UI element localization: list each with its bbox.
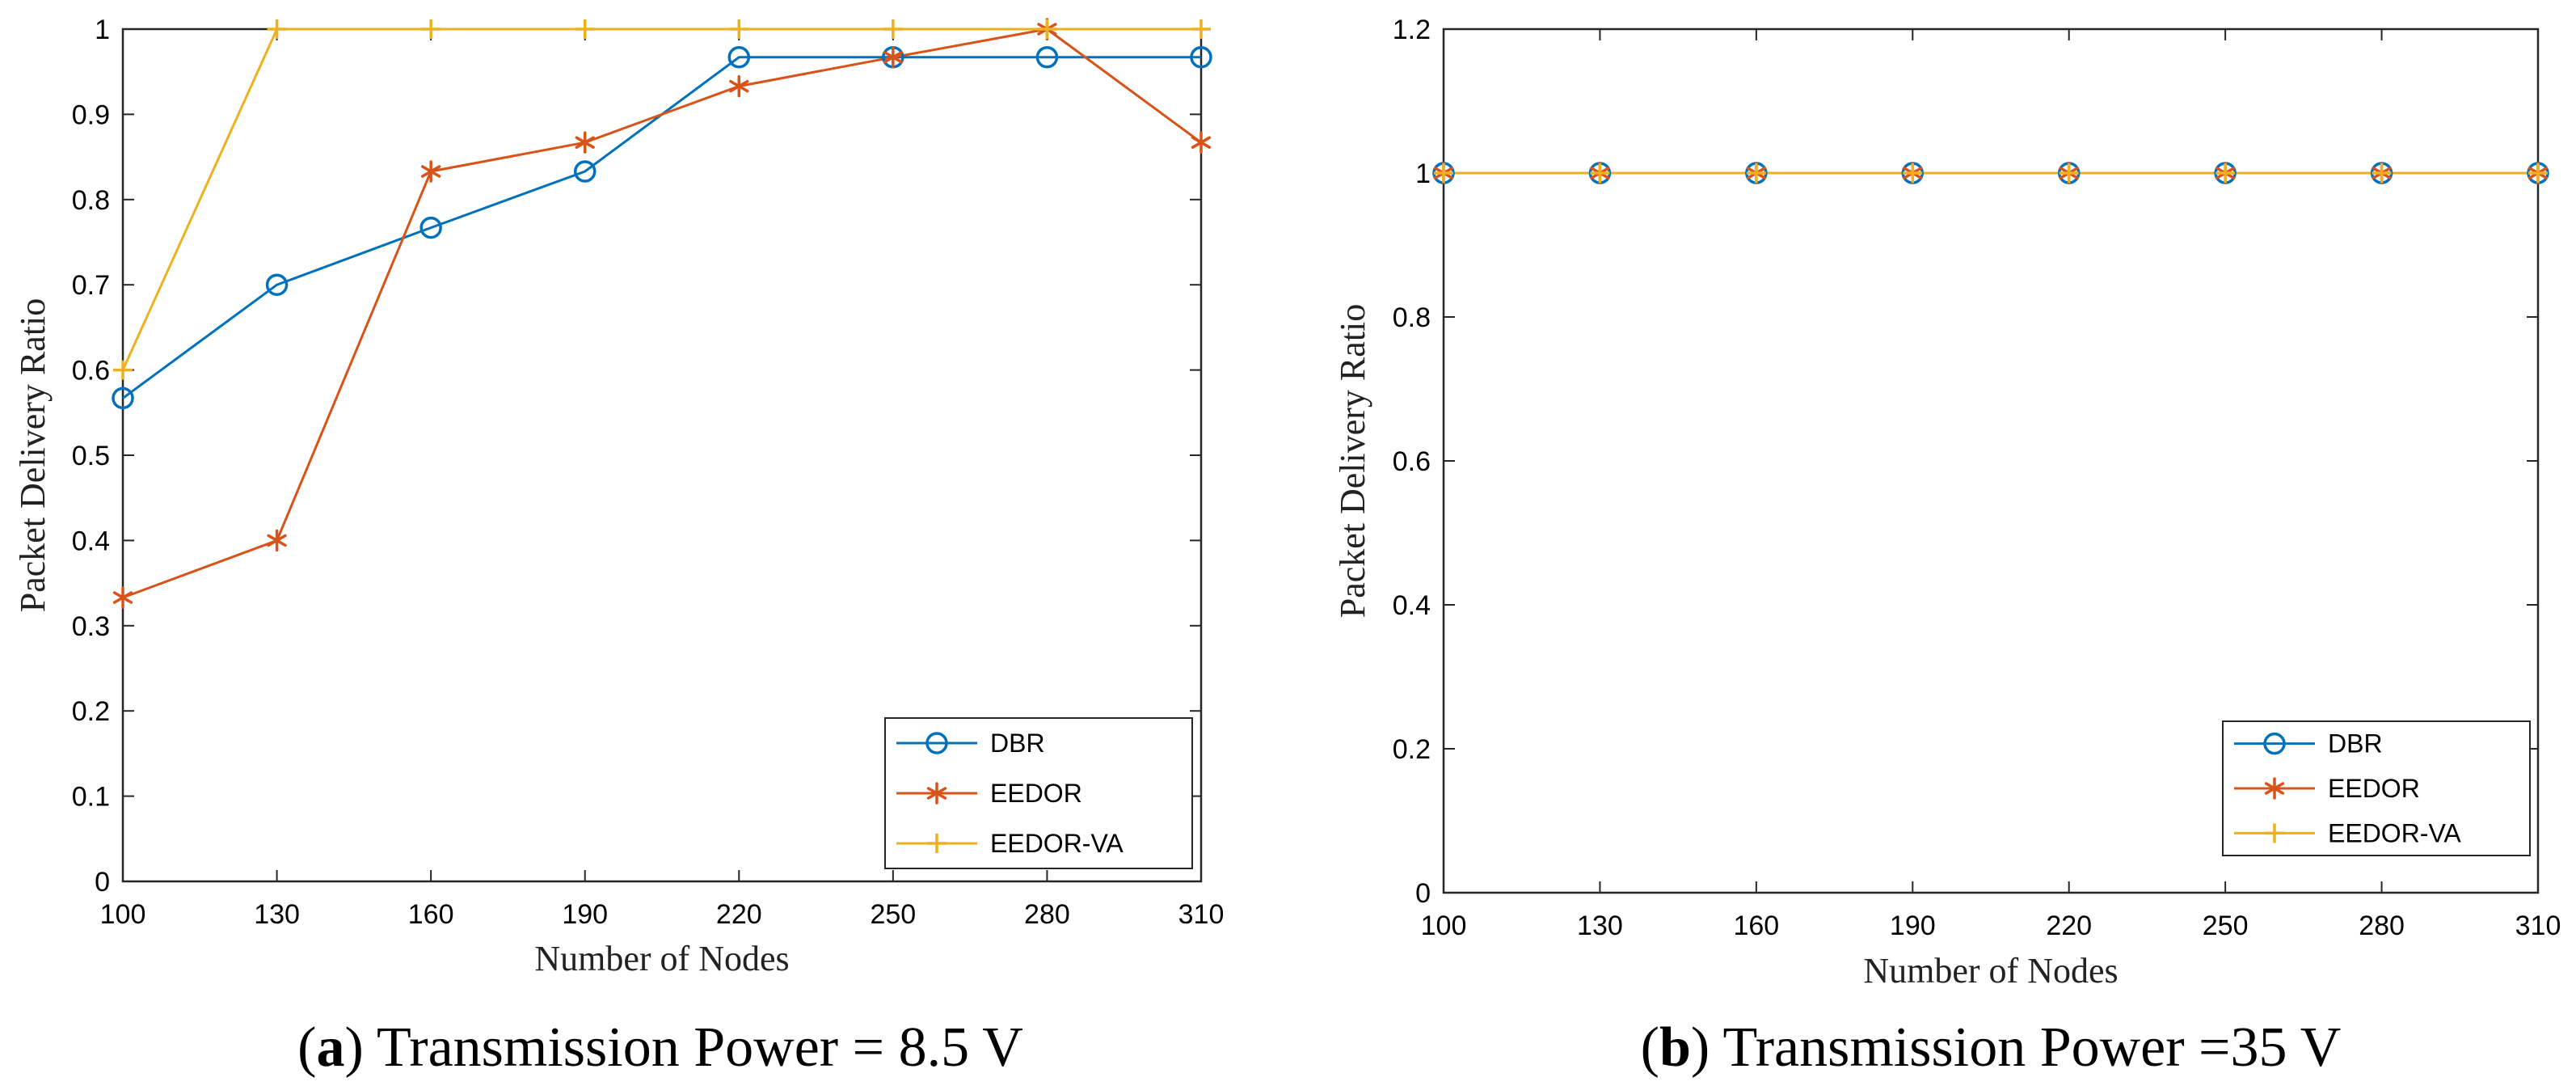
- data-point-dbr: [573, 160, 597, 183]
- data-point-eedor: [421, 160, 441, 183]
- data-point-eedor: [575, 131, 595, 154]
- legend-marker-eedor-va: [2265, 823, 2284, 843]
- y-tick-label: 0.2: [72, 696, 110, 727]
- caption-text: ) Transmission Power = 8.5 V: [344, 1016, 1022, 1079]
- data-point-eedor-va: [575, 19, 595, 39]
- legend-marker-eedor: [926, 782, 947, 805]
- x-tick-label: 100: [100, 899, 146, 930]
- x-tick-label: 250: [2203, 910, 2249, 941]
- data-point-eedor-va: [2216, 163, 2236, 183]
- data-point-eedor-va: [2372, 163, 2392, 183]
- x-tick-label: 130: [1577, 910, 1623, 941]
- y-tick-label: 0.8: [72, 185, 110, 216]
- x-axis-title: Number of Nodes: [1863, 951, 2118, 991]
- data-point-dbr: [112, 387, 134, 410]
- data-point-eedor-va: [1590, 163, 1610, 183]
- y-tick-label: 1: [1415, 158, 1431, 189]
- caption-text: ) Transmission Power =35 V: [1691, 1016, 2341, 1079]
- y-tick-label: 1: [95, 15, 110, 45]
- figure-caption: (b) Transmission Power =35 V: [1641, 1016, 2342, 1079]
- data-point-dbr: [265, 273, 289, 296]
- x-tick-label: 130: [254, 899, 300, 930]
- y-tick-label: 0.3: [72, 611, 110, 642]
- y-tick-label: 0: [1415, 878, 1431, 909]
- x-axis-title: Number of Nodes: [534, 939, 789, 978]
- x-tick-label: 250: [870, 899, 916, 930]
- data-point-eedor-va: [1746, 163, 1766, 183]
- data-point-eedor: [1191, 131, 1212, 154]
- data-point-eedor-va: [1191, 19, 1211, 39]
- data-point-eedor-va: [1903, 163, 1923, 183]
- y-tick-label: 1.2: [1393, 15, 1431, 45]
- x-tick-label: 220: [716, 899, 762, 930]
- y-tick-label: 0.5: [72, 441, 110, 471]
- legend-label: EEDOR: [2328, 774, 2420, 803]
- y-tick-label: 0: [95, 867, 110, 898]
- data-point-eedor-va: [1037, 19, 1057, 39]
- y-tick-label: 0.6: [1393, 446, 1431, 477]
- data-point-eedor-va: [1434, 163, 1453, 183]
- data-point-eedor-va: [729, 19, 749, 39]
- chart-a: 0 0.1 0.2 0.3 0.4 0.5 0.6 0.7 0.8 0.9 1 100 130 160 19…: [13, 15, 1224, 1079]
- x-tick-label: 310: [2515, 910, 2561, 941]
- legend: DBR EEDOR EEDOR-VA: [884, 717, 1193, 869]
- data-point-eedor: [267, 529, 287, 552]
- y-tick-label: 0.6: [72, 356, 110, 387]
- series-line-eedor-va: [121, 27, 1201, 371]
- x-tick-label: 280: [1024, 899, 1070, 930]
- data-point-eedor-va: [2528, 163, 2548, 183]
- legend: DBR EEDOR EEDOR-VA: [2222, 720, 2531, 856]
- x-tick-label: 160: [1733, 910, 1779, 941]
- legend-label: EEDOR-VA: [990, 829, 1124, 858]
- data-point-dbr: [419, 216, 442, 239]
- x-tick-label: 100: [1421, 910, 1467, 941]
- y-tick-label: 0.9: [72, 99, 110, 130]
- caption-letter: b: [1659, 1016, 1691, 1079]
- data-point-dbr: [1190, 46, 1212, 69]
- data-point-eedor: [729, 74, 749, 98]
- legend-marker-eedor-va: [927, 834, 947, 853]
- data-point-eedor-va: [113, 360, 133, 380]
- x-tick-label: 190: [1890, 910, 1936, 941]
- legend-label: DBR: [2328, 729, 2383, 758]
- y-axis-title: Packet Delivery Ratio: [1333, 304, 1372, 619]
- caption-letter: a: [316, 1016, 344, 1079]
- y-tick-label: 0.4: [1393, 590, 1431, 621]
- data-point-dbr: [1035, 46, 1059, 69]
- x-tick-label: 310: [1178, 899, 1225, 930]
- legend-label: EEDOR: [990, 779, 1082, 808]
- figure-caption: (a) Transmission Power = 8.5 V: [297, 1016, 1023, 1079]
- chart-b: 0 0.2 0.4 0.6 0.8 1 1.2 100 130 160 190 220 250 280 31…: [1333, 15, 2561, 1079]
- x-tick-label: 280: [2359, 910, 2405, 941]
- data-point-eedor: [112, 586, 133, 609]
- y-tick-label: 0.1: [72, 782, 110, 813]
- data-point-eedor-va: [883, 19, 903, 39]
- x-tick-label: 190: [562, 899, 608, 930]
- y-tick-label: 0.8: [1393, 302, 1431, 333]
- y-axis-title: Packet Delivery Ratio: [13, 298, 53, 613]
- y-tick-label: 0.2: [1393, 734, 1431, 765]
- legend-marker-dbr: [925, 732, 948, 754]
- x-tick-label: 220: [2046, 910, 2092, 941]
- legend-marker-eedor: [2264, 777, 2285, 800]
- legend-label: EEDOR-VA: [2328, 818, 2461, 847]
- x-tick-label: 160: [408, 899, 454, 930]
- data-point-eedor: [883, 46, 903, 69]
- data-point-eedor-va: [2059, 163, 2079, 183]
- legend-marker-dbr: [2263, 732, 2286, 755]
- data-point-dbr: [727, 46, 751, 69]
- data-point-eedor-va: [267, 19, 287, 39]
- y-tick-label: 0.7: [72, 270, 110, 301]
- y-tick-label: 0.4: [72, 526, 110, 556]
- legend-label: DBR: [990, 729, 1045, 758]
- series-line-eedor: [122, 27, 1202, 599]
- data-point-eedor-va: [421, 19, 441, 39]
